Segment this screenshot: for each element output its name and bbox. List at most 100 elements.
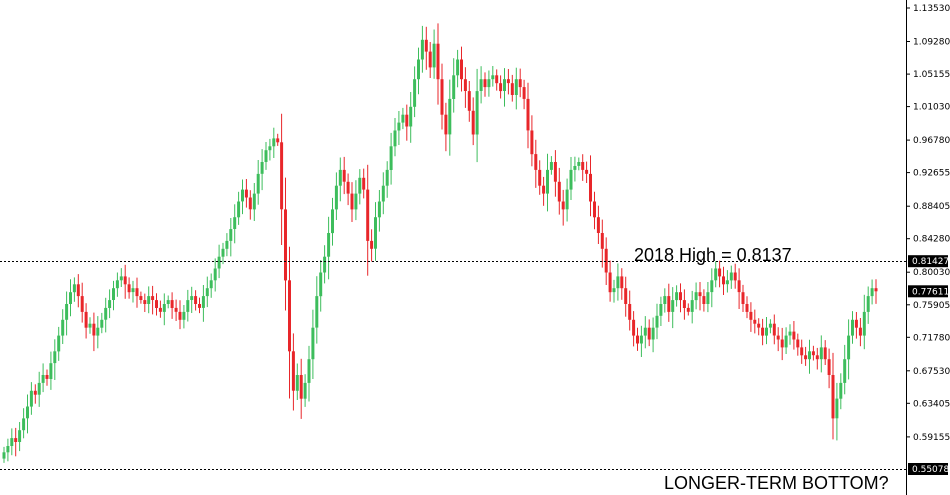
candle: [542, 176, 546, 206]
candle: [252, 183, 256, 221]
candle: [495, 69, 499, 91]
candle: [37, 371, 41, 407]
candle: [448, 79, 452, 156]
candle: [690, 290, 694, 324]
candle: [174, 299, 178, 321]
price-tick-label: 0.71780: [913, 333, 950, 343]
candle: [248, 190, 252, 220]
candle: [815, 347, 819, 370]
candle: [510, 74, 514, 102]
candle: [280, 113, 284, 245]
candle: [194, 290, 198, 311]
candle: [237, 191, 241, 225]
candle: [796, 333, 800, 356]
candle: [41, 363, 45, 393]
candle: [147, 286, 151, 314]
candle: [636, 327, 639, 351]
candle: [749, 302, 753, 332]
level-price-badge: 0.81427: [908, 255, 949, 268]
candle: [190, 286, 194, 313]
candle: [244, 179, 248, 208]
candle: [827, 348, 831, 389]
candle: [503, 68, 506, 107]
candle: [839, 373, 843, 410]
candle: [851, 311, 854, 344]
candle: [698, 282, 702, 311]
candle: [463, 67, 467, 108]
candle: [569, 157, 573, 200]
candle: [69, 279, 72, 317]
candle: [530, 115, 534, 167]
candle: [632, 311, 636, 347]
candle: [115, 272, 119, 297]
candle: [233, 204, 237, 244]
candle: [866, 286, 870, 324]
candle: [221, 242, 225, 265]
candle: [456, 49, 460, 88]
candle: [714, 261, 718, 288]
candle: [784, 327, 788, 354]
candle: [772, 314, 776, 345]
candlesticks: [2, 23, 878, 463]
candle: [565, 178, 569, 222]
current-price-badge: 0.77611: [908, 285, 949, 298]
candle: [722, 266, 725, 295]
candle: [178, 300, 182, 330]
candle: [143, 293, 147, 312]
candle: [256, 160, 260, 205]
candle: [319, 260, 323, 312]
candle: [18, 422, 22, 452]
candle: [272, 127, 276, 158]
candle: [753, 309, 757, 334]
candle: [338, 157, 342, 202]
candle: [823, 340, 827, 365]
candle: [671, 287, 675, 329]
candle: [413, 66, 417, 118]
candle: [342, 156, 346, 195]
candle: [288, 246, 291, 399]
candle: [268, 138, 272, 161]
candle: [491, 66, 495, 87]
candle: [522, 79, 526, 110]
candle: [217, 244, 221, 279]
candle: [546, 153, 549, 212]
candle: [862, 294, 866, 350]
svg-text:0.81427: 0.81427: [912, 257, 949, 267]
candle: [655, 303, 659, 340]
candle: [616, 263, 620, 301]
candle: [225, 233, 229, 257]
candle: [557, 167, 561, 215]
candle: [643, 316, 647, 349]
candle: [612, 279, 616, 303]
candle: [182, 305, 186, 329]
candle: [80, 282, 84, 323]
candle: [776, 327, 780, 352]
candle: [874, 279, 878, 304]
candle: [768, 319, 772, 334]
candle: [808, 339, 811, 374]
candle: [381, 172, 385, 215]
price-tick-label: 1.05155: [913, 70, 950, 80]
candle: [401, 107, 405, 130]
candle: [366, 164, 370, 276]
candle: [209, 273, 213, 298]
candle: [581, 154, 585, 181]
candle: [72, 277, 76, 302]
price-tick-label: 0.84280: [913, 235, 950, 245]
candle: [315, 276, 319, 344]
candle: [624, 276, 628, 317]
price-axis-ticks: 1.13530 1.09280 1.05155 1.01030 0.96780 0.926…: [906, 4, 950, 443]
candle: [596, 205, 600, 244]
price-tick-label: 0.88405: [913, 202, 950, 212]
candle: [264, 142, 268, 170]
candle: [186, 289, 190, 322]
candle: [526, 82, 530, 149]
candle: [506, 69, 510, 95]
candle: [307, 345, 311, 402]
candle: [573, 156, 577, 182]
candle: [49, 351, 53, 390]
candle: [45, 369, 49, 386]
candle: [737, 268, 741, 309]
candle: [131, 280, 135, 303]
candle: [65, 291, 69, 336]
